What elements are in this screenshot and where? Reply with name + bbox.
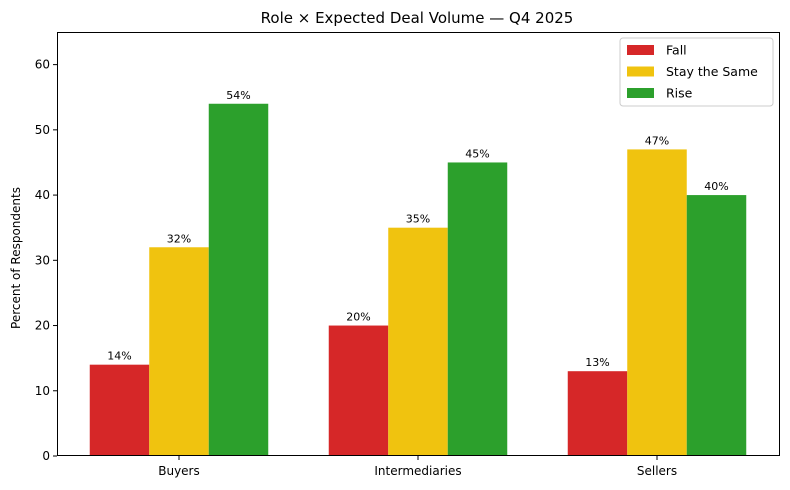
data-label: 14% [107, 350, 131, 363]
data-label: 45% [465, 147, 489, 160]
y-tick-label: 50 [35, 123, 50, 137]
legend-swatch-fall [627, 45, 654, 55]
plot-frame [57, 32, 780, 456]
data-label: 35% [406, 213, 430, 226]
y-tick-label: 60 [35, 58, 50, 72]
legend-swatch-rise [627, 88, 654, 98]
y-axis: 0 10 20 30 40 50 60 [35, 58, 57, 463]
data-labels-group: 14% 20% 13% 32% 35% 47% 54% 45% 40% [107, 89, 728, 369]
y-tick-label: 0 [42, 449, 50, 463]
bar-stay-the-same-sellers [627, 149, 687, 456]
bar-fall-buyers [89, 364, 150, 456]
y-tick-label: 40 [35, 188, 50, 202]
x-axis: Buyers Intermediaries Sellers [158, 456, 677, 478]
data-label: 54% [226, 89, 250, 102]
legend-label: Stay the Same [666, 64, 758, 79]
y-axis-label: Percent of Respondents [9, 187, 23, 329]
y-tick-label: 10 [35, 384, 50, 398]
bar-rise-buyers [208, 103, 269, 456]
chart-title: Role × Expected Deal Volume — Q4 2025 [261, 9, 574, 27]
bars-group [89, 103, 747, 457]
x-tick-label-buyers: Buyers [158, 464, 200, 478]
data-label: 32% [167, 232, 191, 245]
data-label: 40% [704, 180, 728, 193]
data-label: 13% [585, 356, 609, 369]
legend-label: Rise [666, 86, 693, 101]
bar-rise-intermediaries [447, 162, 508, 456]
bar-fall-intermediaries [328, 325, 389, 456]
y-tick-label: 30 [35, 253, 50, 267]
bar-stay-the-same-intermediaries [388, 227, 448, 456]
y-tick-label: 20 [35, 319, 50, 333]
legend-swatch-stay-the-same [627, 66, 654, 77]
legend-label: Fall [666, 43, 687, 58]
data-label: 20% [346, 311, 370, 324]
legend: Fall Stay the Same Rise [619, 37, 774, 107]
data-label: 47% [645, 134, 669, 147]
bar-stay-the-same-buyers [149, 247, 209, 456]
x-tick-label-sellers: Sellers [637, 464, 677, 478]
x-tick-label-intermediaries: Intermediaries [374, 464, 461, 478]
bar-fall-sellers [567, 371, 628, 456]
legend-box [619, 37, 774, 107]
bar-rise-sellers [686, 195, 747, 457]
